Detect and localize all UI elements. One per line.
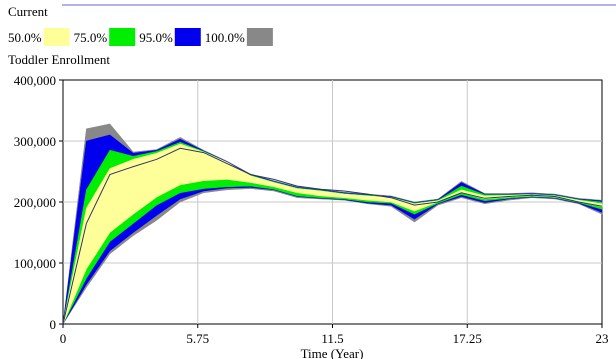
legend-swatch-0: [43, 28, 70, 46]
x-tick-label-0: 0: [60, 331, 67, 346]
x-tick-label-3: 17.25: [453, 331, 482, 346]
x-axis-label: Time (Year): [301, 346, 364, 359]
x-tick-label-1: 5.75: [186, 331, 209, 346]
band-50: [62, 143, 603, 325]
legend-label-0: 50.0%: [8, 30, 42, 45]
y-tick-label-0: 0: [50, 317, 57, 332]
grid: [63, 80, 602, 324]
y-tick-label-4: 400,000: [14, 73, 56, 88]
legend-swatch-1: [109, 28, 136, 46]
x-tick-label-2: 11.5: [321, 331, 343, 346]
legend-swatch-2: [174, 28, 201, 46]
variable-label: Toddler Enrollment: [8, 52, 110, 67]
current-run-line: [62, 147, 603, 325]
sensitivity-bands: [62, 123, 603, 325]
y-tick-label-3: 300,000: [14, 134, 56, 149]
legend-label-2: 95.0%: [139, 30, 173, 45]
axis-ticks: 0 5.75 11.5 17.25 23 0 100,000 200,000 300,000 40…: [14, 73, 609, 346]
legend-swatch-3: [246, 28, 273, 46]
run-label: Current: [8, 4, 48, 19]
x-tick-label-4: 23: [596, 331, 609, 346]
legend-label-3: 100.0%: [205, 30, 245, 45]
y-tick-label-1: 100,000: [14, 256, 56, 271]
y-tick-label-2: 200,000: [14, 195, 56, 210]
legend: 50.0% 75.0% 95.0% 100.0%: [8, 28, 273, 46]
legend-label-1: 75.0%: [74, 30, 108, 45]
